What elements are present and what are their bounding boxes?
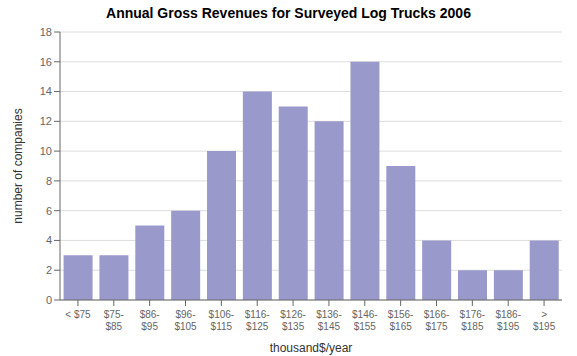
svg-text:$116-$125: $116-$125 bbox=[245, 309, 270, 332]
svg-text:4: 4 bbox=[46, 234, 52, 246]
svg-text:$176-$185: $176-$185 bbox=[460, 309, 486, 332]
svg-text:$136-$145: $136-$145 bbox=[316, 309, 342, 332]
svg-text:$75-$85: $75-$85 bbox=[104, 309, 124, 332]
svg-text:number of companies: number of companies bbox=[11, 108, 25, 223]
svg-text:thousand$/year: thousand$/year bbox=[270, 341, 353, 355]
svg-text:12: 12 bbox=[40, 115, 52, 127]
svg-text:< $75: < $75 bbox=[65, 309, 91, 320]
svg-text:>$195: >$195 bbox=[533, 309, 556, 332]
svg-text:14: 14 bbox=[40, 85, 52, 97]
svg-text:10: 10 bbox=[40, 145, 52, 157]
svg-text:0: 0 bbox=[46, 294, 52, 306]
svg-text:6: 6 bbox=[46, 205, 52, 217]
svg-text:8: 8 bbox=[46, 175, 52, 187]
svg-text:$146-$155: $146-$155 bbox=[352, 309, 378, 332]
svg-text:$166-$175: $166-$175 bbox=[424, 309, 450, 332]
svg-text:16: 16 bbox=[40, 56, 52, 68]
svg-text:$156-$165: $156-$165 bbox=[388, 309, 414, 332]
svg-text:$106-$115: $106-$115 bbox=[209, 309, 235, 332]
svg-text:18: 18 bbox=[40, 26, 52, 38]
html-text:Annual Gross Revenues for Surv: Annual Gross Revenues for Surveyed Log T… bbox=[106, 5, 471, 21]
svg-text:$86-$95: $86-$95 bbox=[140, 309, 160, 332]
svg-text:$186-$195: $186-$195 bbox=[495, 309, 521, 332]
svg-text:$96-$105: $96-$105 bbox=[174, 309, 197, 332]
svg-text:$126-$135: $126-$135 bbox=[280, 309, 306, 332]
svg-text:2: 2 bbox=[46, 264, 52, 276]
